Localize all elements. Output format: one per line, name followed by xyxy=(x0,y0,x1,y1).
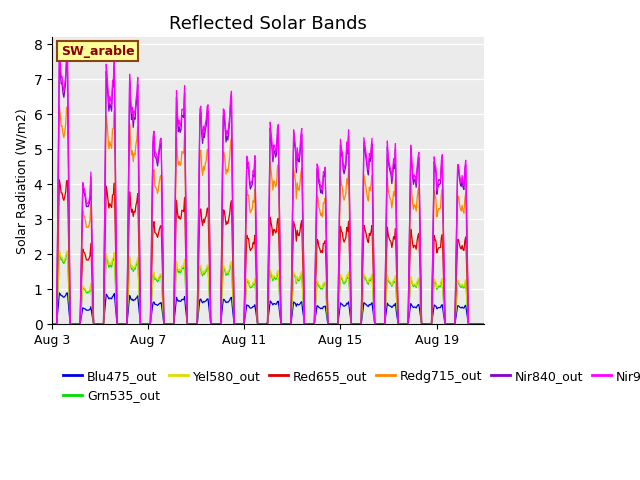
Red655_out xyxy=(442,321,450,327)
Legend: Blu475_out, Grn535_out, Yel580_out, Red655_out, Redg715_out, Nir840_out, Nir945_: Blu475_out, Grn535_out, Yel580_out, Red6… xyxy=(58,365,640,407)
Text: SW_arable: SW_arable xyxy=(61,45,134,58)
Blu475_out xyxy=(367,301,375,307)
Red655_out xyxy=(480,321,488,327)
Grn535_out xyxy=(231,321,239,327)
Grn535_out xyxy=(56,251,63,256)
Blu475_out xyxy=(312,309,320,315)
Nir945_out xyxy=(291,135,298,141)
Nir840_out xyxy=(291,141,298,146)
Redg715_out xyxy=(292,178,300,184)
Nir840_out xyxy=(56,57,63,63)
Nir945_out xyxy=(184,321,191,327)
Yel580_out xyxy=(49,321,57,327)
Blu475_out xyxy=(232,321,240,327)
Grn535_out xyxy=(366,278,374,284)
Blu475_out xyxy=(480,321,488,327)
Yel580_out xyxy=(232,321,240,327)
Grn535_out xyxy=(48,321,56,327)
Nir945_out xyxy=(441,321,449,327)
Blu475_out xyxy=(292,300,300,306)
Nir945_out xyxy=(312,264,319,269)
Blu475_out xyxy=(48,321,56,327)
Redg715_out xyxy=(312,238,320,244)
Grn535_out xyxy=(312,306,319,312)
Nir945_out xyxy=(48,321,56,327)
Nir945_out xyxy=(231,321,239,327)
Yel580_out xyxy=(48,321,56,327)
Line: Nir840_out: Nir840_out xyxy=(52,60,484,324)
Line: Redg715_out: Redg715_out xyxy=(52,107,484,324)
Redg715_out xyxy=(367,181,375,187)
Yel580_out xyxy=(184,321,192,327)
Red655_out xyxy=(48,321,56,327)
Line: Grn535_out: Grn535_out xyxy=(52,253,484,324)
Red655_out xyxy=(312,266,320,272)
Red655_out xyxy=(292,227,300,232)
Redg715_out xyxy=(442,321,450,327)
Nir840_out xyxy=(48,321,56,327)
Nir840_out xyxy=(184,321,191,327)
Redg715_out xyxy=(56,104,63,109)
Nir945_out xyxy=(366,154,374,160)
Redg715_out xyxy=(184,321,192,327)
Redg715_out xyxy=(480,321,488,327)
Line: Red655_out: Red655_out xyxy=(52,180,484,324)
Yel580_out xyxy=(367,274,375,280)
Nir840_out xyxy=(441,321,449,327)
Nir840_out xyxy=(312,265,319,271)
Redg715_out xyxy=(48,321,56,327)
Red655_out xyxy=(367,228,375,234)
Title: Reflected Solar Bands: Reflected Solar Bands xyxy=(169,15,367,33)
Y-axis label: Solar Radiation (W/m2): Solar Radiation (W/m2) xyxy=(15,108,28,253)
Grn535_out xyxy=(291,273,298,278)
Line: Yel580_out: Yel580_out xyxy=(52,251,484,324)
Nir945_out xyxy=(63,49,71,55)
Red655_out xyxy=(49,321,57,327)
Red655_out xyxy=(56,177,63,183)
Nir945_out xyxy=(480,321,488,327)
Red655_out xyxy=(232,321,240,327)
Nir840_out xyxy=(231,321,239,327)
Blu475_out xyxy=(50,321,58,327)
Yel580_out xyxy=(312,293,320,299)
Line: Nir945_out: Nir945_out xyxy=(52,52,484,324)
Redg715_out xyxy=(232,321,240,327)
Grn535_out xyxy=(441,321,449,327)
Nir840_out xyxy=(366,159,374,165)
Blu475_out xyxy=(184,321,192,327)
Grn535_out xyxy=(184,321,191,327)
Yel580_out xyxy=(56,248,63,253)
Blu475_out xyxy=(442,321,450,327)
Yel580_out xyxy=(480,321,488,327)
Blu475_out xyxy=(56,290,63,296)
Red655_out xyxy=(184,321,192,327)
Yel580_out xyxy=(442,321,450,327)
Redg715_out xyxy=(49,321,57,327)
Grn535_out xyxy=(480,321,488,327)
Line: Blu475_out: Blu475_out xyxy=(52,293,484,324)
Yel580_out xyxy=(292,273,300,278)
Nir840_out xyxy=(480,321,488,327)
